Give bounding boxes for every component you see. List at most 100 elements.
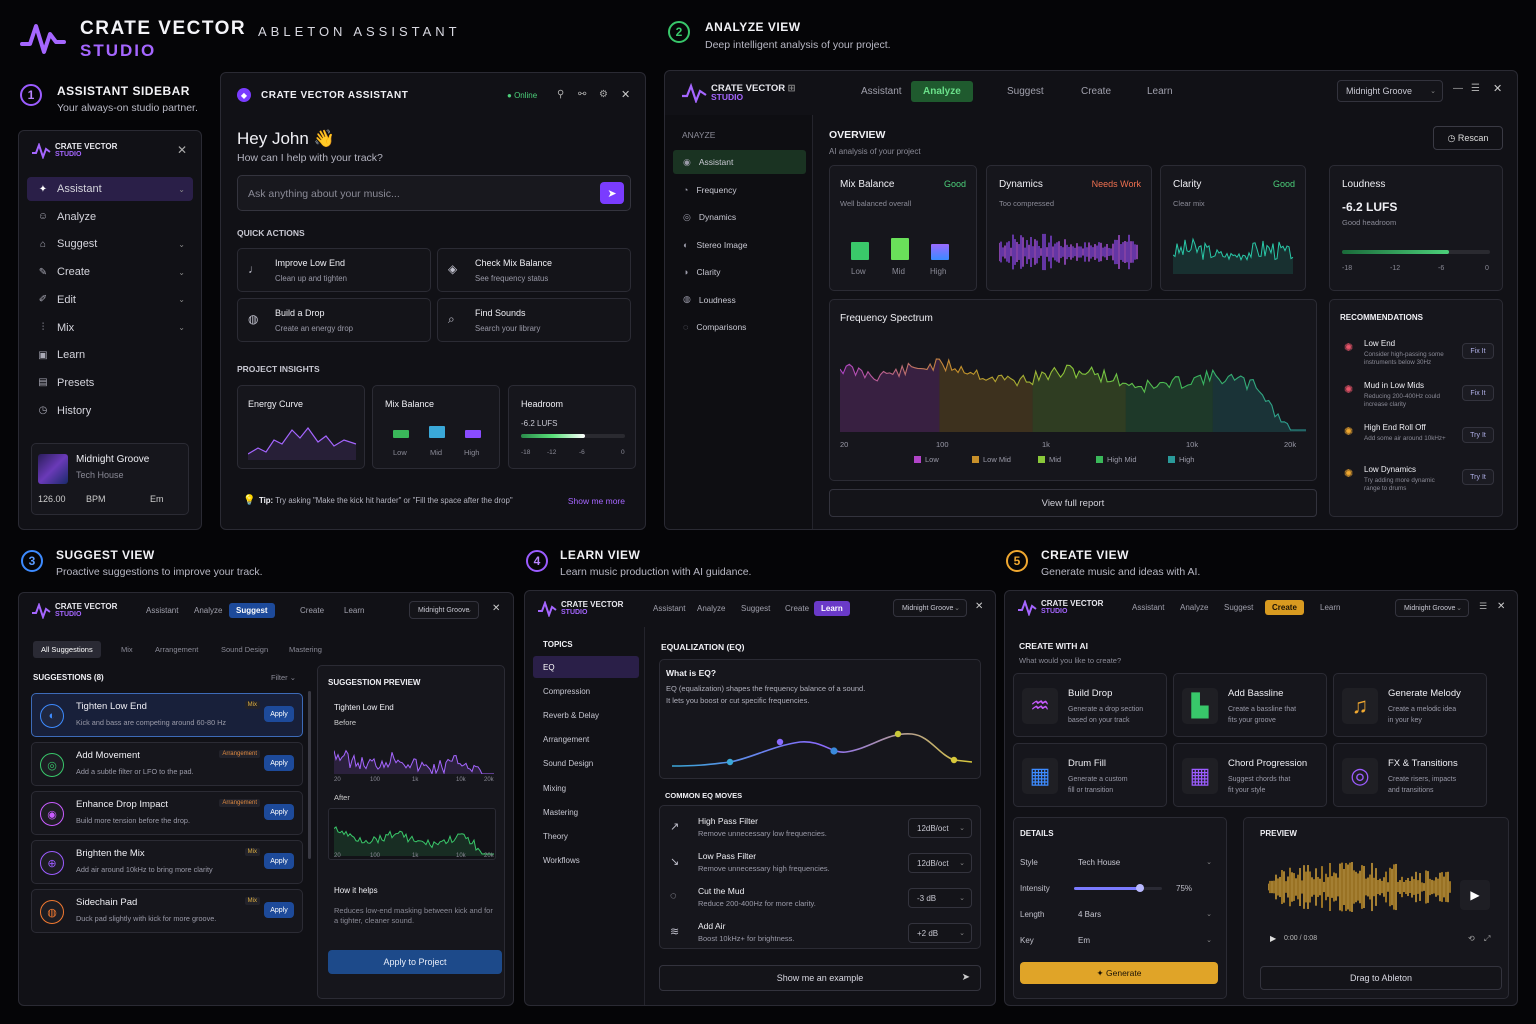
- tab-analyze[interactable]: Analyze: [911, 81, 973, 102]
- menu-icon[interactable]: ☰: [1479, 601, 1488, 611]
- tab-assistant[interactable]: Assistant: [146, 606, 179, 615]
- filter-tab-sound-design[interactable]: Sound Design: [221, 645, 269, 654]
- learn-project-select[interactable]: Midnight Groove ⌄: [893, 599, 967, 617]
- insight-balance-card[interactable]: Mix Balance Low Mid High: [372, 385, 500, 469]
- eq-move-add-air[interactable]: ≋ Add Air Boost 10kHz+ for brightness. +2 d…: [660, 917, 982, 949]
- apply-button[interactable]: Apply: [264, 853, 294, 869]
- apply-to-project-button[interactable]: Apply to Project: [328, 950, 502, 974]
- tab-assistant[interactable]: Assistant: [1132, 603, 1165, 612]
- insight-headroom-card[interactable]: Headroom -6.2 LUFS -18 -12 -6 0: [508, 385, 636, 469]
- eq-move-value-select[interactable]: 12dB/oct ⌄: [908, 853, 972, 873]
- analyze-side-item-stereo-image[interactable]: ◐ Stereo Image: [673, 233, 806, 257]
- loudness-card[interactable]: Loudness -6.2 LUFS Good headroom -18 -12…: [1329, 165, 1503, 291]
- view-report-button[interactable]: View full report: [829, 489, 1317, 517]
- analyze-side-item-dynamics[interactable]: ◎ Dynamics: [673, 205, 806, 229]
- suggestion-item[interactable]: ◎ Add Movement Add a subtle filter or LFO …: [31, 742, 303, 786]
- suggestion-item[interactable]: ◉ Enhance Drop Impact Build more tension b…: [31, 791, 303, 835]
- suggestion-item[interactable]: ◐ Tighten Low End Kick and bass are compet…: [31, 693, 303, 737]
- suggest-scrollbar[interactable]: [308, 691, 311, 859]
- chevron-down-icon[interactable]: ⌄: [178, 323, 185, 332]
- filter-tab-arrangement[interactable]: Arrangement: [155, 645, 199, 654]
- quick-action-find-sounds[interactable]: ⌕ Find Sounds Search your library: [437, 298, 631, 342]
- sidebar-item-suggest[interactable]: ⌂ Suggest ⌄: [27, 232, 193, 256]
- chevron-down-icon[interactable]: ⌄: [178, 184, 185, 194]
- suggestion-item[interactable]: ◍ Sidechain Pad Duck pad slightly with kic…: [31, 889, 303, 933]
- window-close-icon[interactable]: ✕: [1493, 83, 1503, 95]
- tab-learn[interactable]: Learn: [344, 606, 365, 615]
- create-close-icon[interactable]: ✕: [1497, 601, 1506, 612]
- learn-close-icon[interactable]: ✕: [975, 601, 984, 612]
- create-option-fx-transitions[interactable]: ◎ FX & Transitions Create risers, impacts a…: [1333, 743, 1487, 807]
- tab-create[interactable]: Create: [785, 604, 810, 613]
- tab-suggest[interactable]: Suggest: [1007, 86, 1044, 97]
- analyze-side-item-clarity[interactable]: ◑ Clarity: [673, 260, 806, 284]
- eq-move-high-pass-filter[interactable]: ↗ High Pass Filter Remove unnecessary low …: [660, 812, 982, 844]
- dynamics-card[interactable]: Dynamics Needs Work Too compressed: [986, 165, 1152, 291]
- eq-move-value-select[interactable]: -3 dB ⌄: [908, 888, 972, 908]
- filter-tab-mastering[interactable]: Mastering: [289, 645, 322, 654]
- style-select[interactable]: Tech House ⌄: [1078, 857, 1212, 867]
- sidebar-item-analyze[interactable]: ☺ Analyze: [27, 205, 193, 229]
- show-more-link[interactable]: Show me more: [567, 496, 625, 506]
- tab-create[interactable]: Create: [1265, 600, 1304, 615]
- tab-learn[interactable]: Learn: [814, 601, 850, 616]
- length-select[interactable]: 4 Bars ⌄: [1078, 909, 1212, 919]
- sidebar-item-history[interactable]: ◷ History: [27, 399, 193, 423]
- apply-button[interactable]: Apply: [264, 902, 294, 918]
- tab-assistant[interactable]: Assistant: [861, 86, 902, 97]
- create-option-generate-melody[interactable]: ♫ Generate Melody Create a melodic idea in …: [1333, 673, 1487, 737]
- filter-tab-mix[interactable]: Mix: [121, 645, 133, 654]
- topic-compression[interactable]: Compression: [543, 686, 591, 696]
- tab-learn[interactable]: Learn: [1320, 603, 1341, 612]
- recommendation-action-button[interactable]: Fix It: [1462, 343, 1494, 359]
- sidebar-item-learn[interactable]: ▣ Learn: [27, 343, 193, 367]
- tab-create[interactable]: Create: [1081, 86, 1112, 97]
- create-option-chord-progression[interactable]: ▦ Chord Progression Suggest chords that fit…: [1173, 743, 1327, 807]
- recommendation-action-button[interactable]: Fix It: [1462, 385, 1494, 401]
- quick-action-build-a-drop[interactable]: ◍ Build a Drop Create an energy drop: [237, 298, 431, 342]
- tab-analyze[interactable]: Analyze: [194, 606, 223, 615]
- minimize-icon[interactable]: —: [1453, 83, 1463, 94]
- suggest-close-icon[interactable]: ✕: [492, 603, 501, 614]
- project-card[interactable]: Midnight Groove Tech House 126.00 BPM Em: [31, 443, 189, 515]
- loop-icon[interactable]: ⟲: [1468, 934, 1475, 943]
- topic-workflows[interactable]: Workflows: [543, 856, 580, 866]
- recommendation-action-button[interactable]: Try It: [1462, 427, 1494, 443]
- eq-move-value-select[interactable]: 12dB/oct ⌄: [908, 818, 972, 838]
- create-option-build-drop[interactable]: ♒ Build Drop Generate a drop section based …: [1013, 673, 1167, 737]
- send-button[interactable]: ➤: [600, 182, 624, 204]
- settings-icon[interactable]: ⚙: [599, 89, 608, 100]
- intensity-slider-handle[interactable]: [1136, 884, 1144, 892]
- tab-suggest[interactable]: Suggest: [1224, 603, 1254, 612]
- chevron-down-icon[interactable]: ⌄: [178, 295, 185, 305]
- eq-move-cut-the-mud[interactable]: ◌ Cut the Mud Reduce 200-400Hz for more cl…: [660, 882, 982, 914]
- sidebar-item-mix[interactable]: ⫶ Mix ⌄: [27, 316, 193, 340]
- generate-button[interactable]: ✦ Generate: [1020, 962, 1218, 984]
- topic-theory[interactable]: Theory: [543, 831, 568, 841]
- filter-tab-all-suggestions[interactable]: All Suggestions: [33, 641, 101, 658]
- sidebar-item-assistant[interactable]: ✦ Assistant ⌄: [27, 177, 193, 201]
- tab-suggest[interactable]: Suggest: [229, 603, 275, 618]
- chevron-down-icon[interactable]: ⌄: [178, 267, 185, 277]
- filter-dropdown[interactable]: Filter ⌄: [271, 673, 297, 682]
- topic-reverb-delay[interactable]: Reverb & Delay: [543, 710, 600, 720]
- mix-balance-card[interactable]: Mix Balance Good Well balanced overall L…: [829, 165, 977, 291]
- create-option-add-bassline[interactable]: ▙ Add Bassline Create a bassline that fits …: [1173, 673, 1327, 737]
- tab-learn[interactable]: Learn: [1147, 86, 1173, 97]
- tab-suggest[interactable]: Suggest: [741, 604, 771, 613]
- create-option-drum-fill[interactable]: ▦ Drum Fill Generate a custom fill or trans…: [1013, 743, 1167, 807]
- eq-move-low-pass-filter[interactable]: ↘ Low Pass Filter Remove unnecessary high …: [660, 847, 982, 879]
- topic-eq[interactable]: EQ: [533, 656, 639, 678]
- tab-analyze[interactable]: Analyze: [697, 604, 726, 613]
- analyze-side-item-loudness[interactable]: ◍ Loudness: [673, 288, 806, 312]
- quick-action-improve-low-end[interactable]: ♩ Improve Low End Clean up and tighten: [237, 248, 431, 292]
- drag-to-ableton-button[interactable]: Drag to Ableton: [1260, 966, 1502, 990]
- analyze-side-item-assistant[interactable]: ◉ Assistant: [673, 150, 806, 174]
- insight-energy-card[interactable]: Energy Curve: [237, 385, 365, 469]
- tab-create[interactable]: Create: [300, 606, 325, 615]
- quick-action-check-mix-balance[interactable]: ◈ Check Mix Balance See frequency status: [437, 248, 631, 292]
- analyze-project-select[interactable]: Midnight Groove ⌄: [1337, 80, 1443, 102]
- chat-input[interactable]: Ask anything about your music... ➤: [237, 175, 631, 211]
- sidebar-close-icon[interactable]: ✕: [176, 143, 187, 157]
- link-icon[interactable]: ⚯: [578, 89, 587, 100]
